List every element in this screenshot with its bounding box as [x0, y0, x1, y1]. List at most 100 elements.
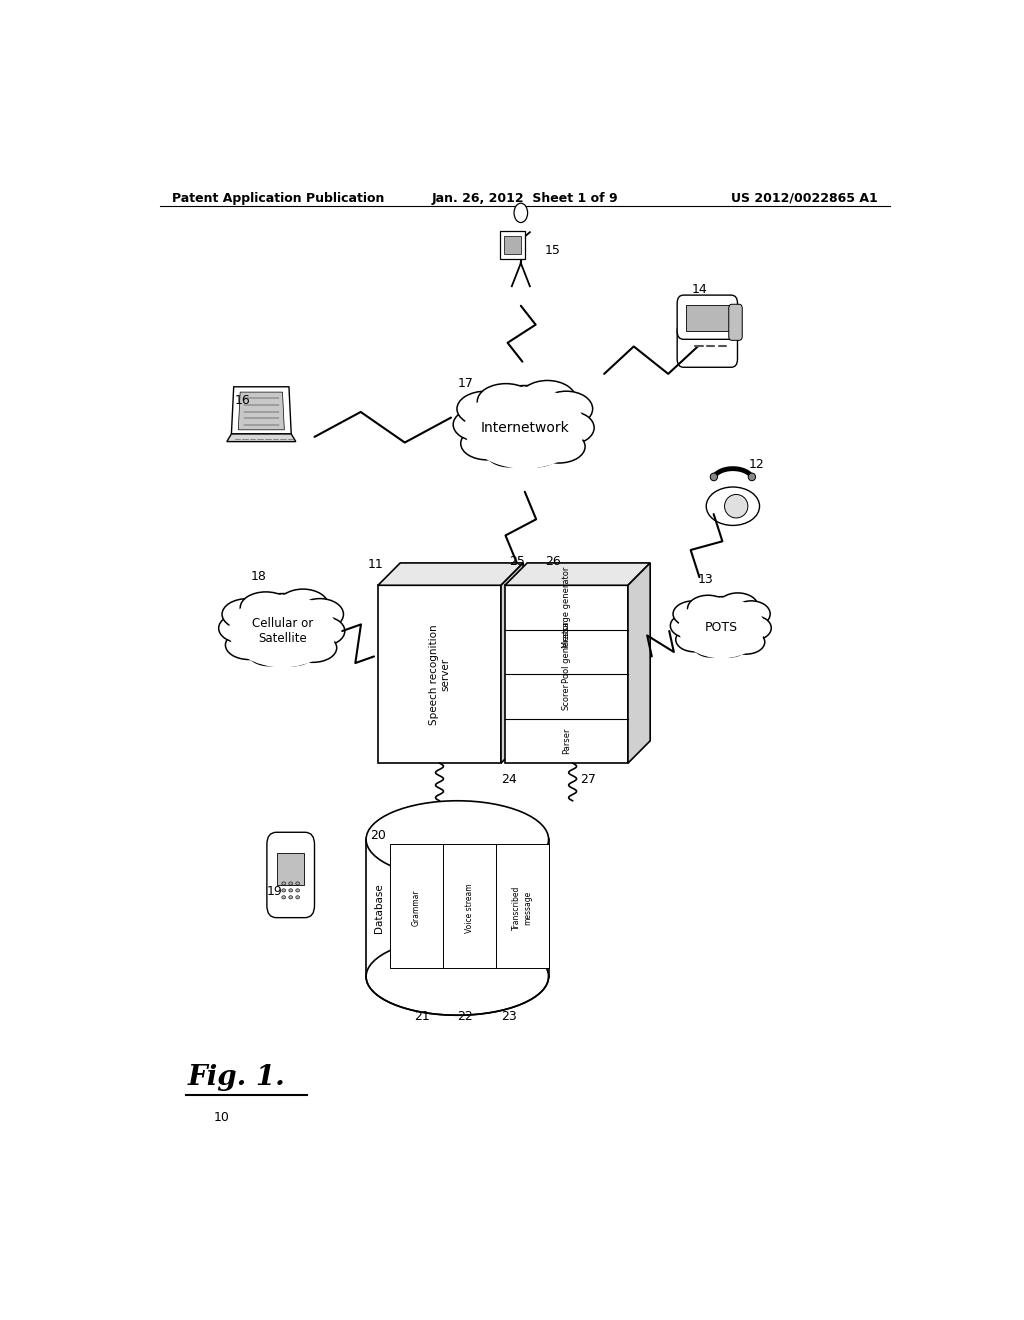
- Text: 22: 22: [458, 1010, 473, 1023]
- Text: 10: 10: [214, 1110, 229, 1123]
- Ellipse shape: [732, 601, 770, 627]
- Text: Cellular or
Satellite: Cellular or Satellite: [252, 616, 313, 645]
- Ellipse shape: [519, 380, 577, 418]
- Polygon shape: [390, 845, 442, 969]
- Ellipse shape: [461, 428, 513, 459]
- Polygon shape: [226, 434, 296, 442]
- Ellipse shape: [271, 639, 314, 665]
- Ellipse shape: [219, 614, 263, 643]
- Text: Transcribed
message: Transcribed message: [512, 886, 531, 931]
- Text: 11: 11: [368, 558, 383, 572]
- Text: Speech recognition
server: Speech recognition server: [429, 624, 451, 725]
- Ellipse shape: [671, 614, 706, 638]
- FancyBboxPatch shape: [278, 853, 304, 886]
- Ellipse shape: [222, 598, 273, 630]
- Polygon shape: [239, 392, 285, 430]
- Text: Jan. 26, 2012  Sheet 1 of 9: Jan. 26, 2012 Sheet 1 of 9: [431, 191, 618, 205]
- Ellipse shape: [241, 591, 292, 623]
- Ellipse shape: [693, 635, 728, 657]
- Ellipse shape: [532, 430, 585, 463]
- Ellipse shape: [290, 634, 337, 663]
- FancyBboxPatch shape: [686, 305, 729, 331]
- Ellipse shape: [514, 203, 527, 223]
- Polygon shape: [496, 845, 549, 969]
- Text: Message generator: Message generator: [562, 566, 571, 648]
- Ellipse shape: [282, 896, 286, 899]
- FancyBboxPatch shape: [677, 296, 737, 339]
- Text: 21: 21: [414, 1010, 429, 1023]
- Ellipse shape: [725, 495, 748, 517]
- Text: Internetwork: Internetwork: [480, 421, 569, 434]
- Polygon shape: [501, 562, 523, 763]
- Ellipse shape: [296, 888, 300, 892]
- FancyBboxPatch shape: [729, 304, 742, 341]
- Ellipse shape: [717, 593, 759, 620]
- Text: 16: 16: [236, 395, 251, 408]
- Ellipse shape: [296, 896, 300, 899]
- FancyBboxPatch shape: [504, 236, 521, 253]
- Ellipse shape: [679, 598, 765, 659]
- Ellipse shape: [367, 801, 549, 878]
- Ellipse shape: [512, 437, 560, 467]
- Ellipse shape: [727, 630, 765, 655]
- Polygon shape: [378, 562, 523, 585]
- Text: 27: 27: [581, 774, 596, 787]
- Ellipse shape: [225, 631, 272, 660]
- Ellipse shape: [296, 598, 343, 630]
- Ellipse shape: [296, 882, 300, 886]
- Text: Patent Application Publication: Patent Application Publication: [172, 191, 384, 205]
- Ellipse shape: [222, 586, 343, 676]
- Ellipse shape: [736, 616, 771, 640]
- Text: 20: 20: [370, 829, 386, 842]
- Text: Parser: Parser: [562, 727, 571, 754]
- Polygon shape: [378, 585, 501, 763]
- Text: 19: 19: [267, 886, 283, 899]
- Polygon shape: [628, 562, 650, 763]
- Ellipse shape: [465, 387, 585, 469]
- Text: 24: 24: [501, 774, 517, 787]
- Text: Grammar: Grammar: [412, 890, 421, 927]
- FancyBboxPatch shape: [267, 833, 314, 917]
- Text: 18: 18: [251, 570, 267, 583]
- Ellipse shape: [289, 888, 293, 892]
- Polygon shape: [442, 845, 496, 969]
- Text: 13: 13: [697, 573, 714, 586]
- Polygon shape: [505, 585, 628, 763]
- Ellipse shape: [228, 595, 337, 668]
- Text: Voice stream: Voice stream: [465, 883, 474, 933]
- Polygon shape: [367, 840, 549, 977]
- Ellipse shape: [252, 594, 313, 630]
- Ellipse shape: [676, 627, 714, 652]
- Ellipse shape: [673, 601, 714, 627]
- Text: Database: Database: [374, 883, 384, 933]
- Ellipse shape: [687, 595, 729, 622]
- FancyBboxPatch shape: [677, 323, 737, 367]
- Polygon shape: [231, 387, 291, 434]
- Ellipse shape: [248, 639, 291, 665]
- Ellipse shape: [302, 616, 345, 645]
- Text: 23: 23: [501, 1010, 517, 1023]
- Ellipse shape: [713, 635, 746, 657]
- Ellipse shape: [457, 378, 593, 478]
- Ellipse shape: [289, 882, 293, 886]
- Text: US 2012/0022865 A1: US 2012/0022865 A1: [731, 191, 878, 205]
- Ellipse shape: [697, 597, 745, 627]
- Text: POTS: POTS: [706, 622, 738, 635]
- Ellipse shape: [707, 487, 760, 525]
- Text: Fig. 1.: Fig. 1.: [187, 1064, 286, 1092]
- Text: 17: 17: [458, 378, 473, 391]
- Ellipse shape: [546, 412, 594, 444]
- Text: 14: 14: [691, 282, 708, 296]
- Ellipse shape: [289, 896, 293, 899]
- Ellipse shape: [673, 590, 770, 665]
- Ellipse shape: [457, 391, 514, 426]
- Ellipse shape: [540, 391, 593, 426]
- Ellipse shape: [367, 939, 549, 1015]
- Ellipse shape: [278, 589, 329, 623]
- Ellipse shape: [477, 384, 535, 418]
- Text: Pool generator: Pool generator: [562, 620, 571, 682]
- Ellipse shape: [454, 408, 503, 441]
- Ellipse shape: [282, 882, 286, 886]
- Text: 15: 15: [545, 244, 560, 257]
- FancyBboxPatch shape: [501, 231, 524, 259]
